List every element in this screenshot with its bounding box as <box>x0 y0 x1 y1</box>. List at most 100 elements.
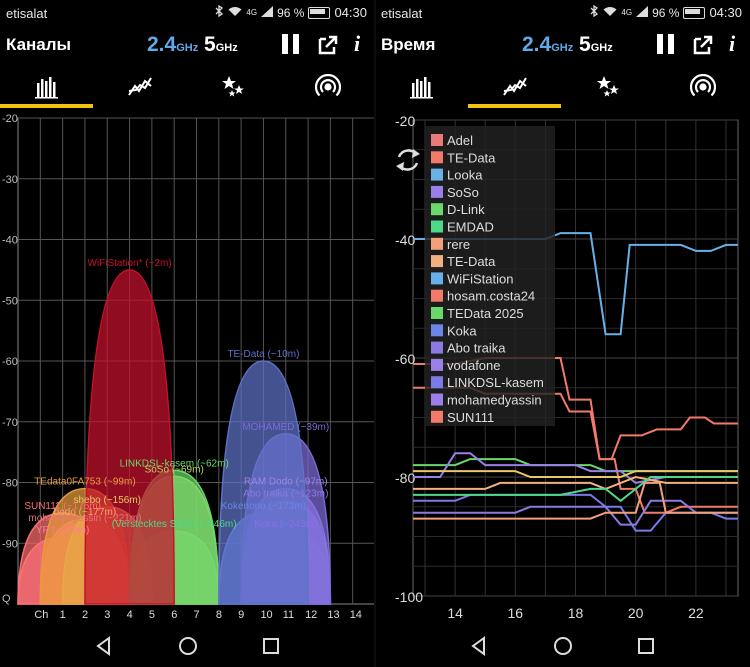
network-label: WiFiStation* (~2m) <box>87 258 171 269</box>
bluetooth-icon <box>590 4 599 20</box>
share-icon[interactable] <box>691 33 715 57</box>
battery-icon <box>683 6 706 19</box>
access-points-icon <box>689 74 716 97</box>
y-tick-label: -40 <box>395 232 415 248</box>
legend-label: Abo traika <box>447 341 506 356</box>
tab-time-graph[interactable] <box>93 66 186 108</box>
legend-label: hosam.costa24 <box>447 289 535 304</box>
x-tick-label: 8 <box>216 609 222 621</box>
legend-swatch <box>431 220 443 233</box>
tab-channels[interactable] <box>375 66 468 108</box>
network-label: SoSo (~69m) <box>145 464 204 475</box>
legend-swatch <box>431 134 443 146</box>
legend-swatch <box>431 289 443 302</box>
x-tick-label: 3 <box>104 609 110 621</box>
bluetooth-icon <box>215 4 224 20</box>
x-tick-label: 16 <box>508 605 524 621</box>
legend-label: Koka <box>447 323 477 338</box>
legend-label: EMDAD <box>447 220 494 235</box>
recents-icon[interactable] <box>635 635 657 657</box>
network-arch <box>84 269 175 605</box>
tab-rating[interactable] <box>187 66 280 108</box>
back-icon[interactable] <box>468 635 490 657</box>
network-label: Kokenono (~173m) <box>221 501 306 512</box>
info-icon[interactable]: i <box>354 31 361 56</box>
legend-box <box>425 126 555 427</box>
legend-swatch <box>431 324 443 337</box>
signal-line <box>413 481 738 520</box>
x-tick-label: 12 <box>305 609 317 621</box>
recents-icon[interactable] <box>260 635 282 657</box>
page-title: Время <box>381 35 436 54</box>
legend-label: vodafone <box>447 358 501 373</box>
legend-label: D-Link <box>447 202 485 217</box>
x-tick-label: 7 <box>194 609 200 621</box>
network-label: RAM Dodo (~97m) <box>244 477 328 488</box>
signal-icon <box>636 5 649 20</box>
network-type-label: 4G <box>621 8 633 17</box>
x-tick-label: 10 <box>260 609 272 621</box>
battery-percent: 96 % <box>277 5 305 20</box>
legend-swatch <box>431 341 443 354</box>
network-label: Abo traika (~123m) <box>243 489 328 500</box>
signal-line <box>413 475 738 490</box>
wifi-icon <box>603 6 617 20</box>
legend-label: Looka <box>447 168 483 183</box>
y-tick-label: -60 <box>2 356 18 368</box>
band-24ghz-toggle[interactable]: 2.4GHz <box>522 33 573 57</box>
share-icon[interactable] <box>316 33 340 57</box>
y-tick-label: -70 <box>2 417 18 429</box>
legend-label: Adel <box>447 133 473 148</box>
band-5-unit: GHz <box>590 42 613 54</box>
x-tick-label: 22 <box>688 605 704 621</box>
legend-label: rere <box>447 237 470 252</box>
y-tick-label: -90 <box>2 538 18 550</box>
tab-rating[interactable] <box>562 66 655 108</box>
wifi-icon <box>228 6 242 20</box>
pause-icon[interactable] <box>656 34 676 54</box>
screen-divider <box>374 0 376 667</box>
time-screen: etisalat 4G 96 % 04:30 Время 2.4GHz 5GHz… <box>375 0 750 667</box>
band-24-unit: GHz <box>176 42 199 54</box>
tab-channels[interactable] <box>0 66 93 108</box>
band-24ghz-toggle[interactable]: 2.4GHz <box>147 33 198 57</box>
page-title: Каналы <box>6 35 72 54</box>
refresh-arrow <box>396 162 404 171</box>
back-icon[interactable] <box>93 635 115 657</box>
band-5ghz-toggle[interactable]: 5GHz <box>204 33 238 57</box>
legend-label: TEData 2025 <box>447 306 524 321</box>
access-points-icon <box>314 74 341 97</box>
x-tick-label: 20 <box>628 605 644 621</box>
signal-line <box>413 232 738 336</box>
legend-swatch <box>431 151 443 164</box>
legend-swatch <box>431 393 443 406</box>
refresh-icon[interactable] <box>396 149 420 171</box>
time-graph-icon <box>127 77 152 96</box>
network-label: (Verstecktes SSID) (~246m) <box>112 519 237 530</box>
network-label: mohamedyassin (~221m) <box>28 513 141 524</box>
tab-access-points[interactable] <box>281 66 374 108</box>
channel-bars-icon <box>409 77 433 99</box>
legend-label: SUN111 <box>447 410 494 425</box>
home-icon[interactable] <box>552 635 574 657</box>
y-tick-label: -20 <box>2 113 18 125</box>
battery-percent: 96 % <box>652 5 680 20</box>
x-tick-label: 4 <box>127 609 133 621</box>
tab-time-graph[interactable] <box>468 66 561 108</box>
network-label: TE-Data (~10m) <box>227 349 299 360</box>
legend-swatch <box>431 237 443 250</box>
legend-swatch <box>431 203 443 216</box>
info-icon[interactable]: i <box>729 31 736 56</box>
band-5ghz-toggle[interactable]: 5GHz <box>579 33 613 57</box>
legend-swatch <box>431 410 443 423</box>
legend-label: mohamedyassin <box>447 393 542 408</box>
x-tick-label: 18 <box>568 605 584 621</box>
x-tick-label: 11 <box>283 609 294 621</box>
tab-access-points[interactable] <box>656 66 749 108</box>
legend-label: SoSo <box>447 185 479 200</box>
time-chart: -20 -40 -60 -80 -100 14 16 18 20 22 Adel TE-Data Loo… <box>375 112 750 624</box>
network-label: LINKDSL-kasem (~62m) <box>120 458 229 469</box>
home-icon[interactable] <box>177 635 199 657</box>
pause-icon[interactable] <box>281 34 301 54</box>
